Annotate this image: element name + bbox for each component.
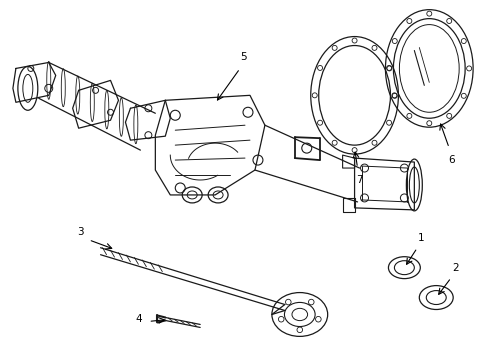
Text: 4: 4 xyxy=(135,314,142,324)
Text: 5: 5 xyxy=(239,53,246,62)
Text: 7: 7 xyxy=(356,175,362,185)
Text: 2: 2 xyxy=(451,263,458,273)
Text: 6: 6 xyxy=(447,155,453,165)
Text: 3: 3 xyxy=(77,227,84,237)
Text: 1: 1 xyxy=(417,233,424,243)
